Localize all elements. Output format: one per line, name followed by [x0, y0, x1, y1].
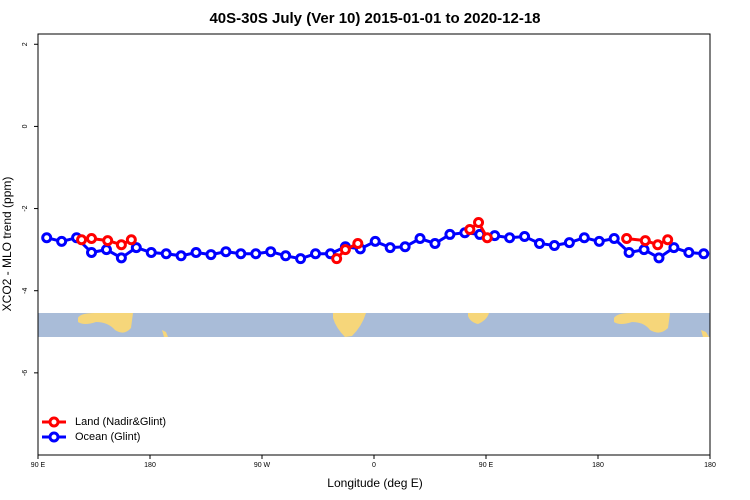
legend-label: Ocean (Glint): [75, 431, 140, 443]
legend-marker: [48, 416, 60, 428]
data-point: [205, 249, 217, 261]
data-point: [190, 247, 202, 259]
legend-marker: [48, 431, 60, 443]
x-tick-label: 90 E: [479, 462, 494, 469]
legend: Land (Nadir&Glint) Ocean (Glint): [42, 416, 166, 443]
data-point: [130, 242, 142, 254]
data-point: [652, 239, 664, 251]
y-axis-label: XCO2 - MLO trend (ppm): [0, 177, 14, 312]
x-tick-label: 180: [704, 462, 716, 469]
data-point: [621, 233, 633, 245]
data-point: [519, 230, 531, 242]
data-point: [563, 237, 575, 249]
data-point: [369, 235, 381, 247]
data-point: [399, 241, 411, 253]
data-point: [608, 233, 620, 245]
data-point: [593, 235, 605, 247]
y-tick-label: -2: [22, 205, 29, 211]
data-point: [295, 253, 307, 265]
data-point: [145, 247, 157, 259]
data-point: [384, 242, 396, 254]
data-point: [668, 242, 680, 254]
data-point: [160, 248, 172, 260]
x-axis-label: Longitude (deg E): [327, 476, 422, 490]
data-point: [534, 237, 546, 249]
data-point: [115, 252, 127, 264]
map-strip: [38, 313, 710, 337]
x-tick-label: 90 E: [31, 462, 46, 469]
data-point: [86, 247, 98, 259]
data-point: [235, 248, 247, 260]
data-point: [352, 237, 364, 249]
data-point: [220, 246, 232, 258]
data-point: [250, 248, 262, 260]
y-tick-label: 2: [22, 42, 29, 46]
x-tick-label: 180: [144, 462, 156, 469]
data-point: [639, 235, 651, 247]
data-point: [662, 234, 674, 246]
data-point: [698, 248, 710, 260]
x-tick-label: 180: [592, 462, 604, 469]
data-point: [504, 232, 516, 244]
data-point: [444, 228, 456, 240]
data-point: [683, 247, 695, 259]
data-point: [339, 244, 351, 256]
data-point: [86, 233, 98, 245]
data-point: [100, 244, 112, 256]
data-point: [473, 217, 485, 229]
legend-label: Land (Nadir&Glint): [75, 416, 166, 428]
y-tick-label: -4: [22, 287, 29, 293]
chart-title: 40S-30S July (Ver 10) 2015-01-01 to 2020…: [209, 10, 540, 27]
x-tick-label: 0: [372, 462, 376, 469]
data-point: [464, 224, 476, 236]
series-line: [626, 237, 669, 247]
data-point: [623, 247, 635, 259]
data-point: [115, 239, 127, 251]
data-point: [638, 244, 650, 256]
data-point: [41, 232, 53, 244]
data-point: [331, 253, 343, 265]
data-point: [653, 252, 665, 264]
data-point: [76, 234, 88, 246]
data-point: [481, 232, 493, 244]
data-point: [102, 235, 114, 247]
y-tick-label: -6: [22, 370, 29, 376]
data-point: [175, 250, 187, 262]
y-tick-label: 0: [22, 124, 29, 128]
x-tick-label: 90 W: [254, 462, 271, 469]
data-point: [578, 232, 590, 244]
data-point: [125, 234, 137, 246]
data-point: [429, 237, 441, 249]
data-point: [280, 250, 292, 262]
data-point: [548, 240, 560, 252]
data-point: [310, 248, 322, 260]
data-point: [414, 233, 426, 245]
data-point: [265, 246, 277, 258]
data-point: [56, 235, 68, 247]
